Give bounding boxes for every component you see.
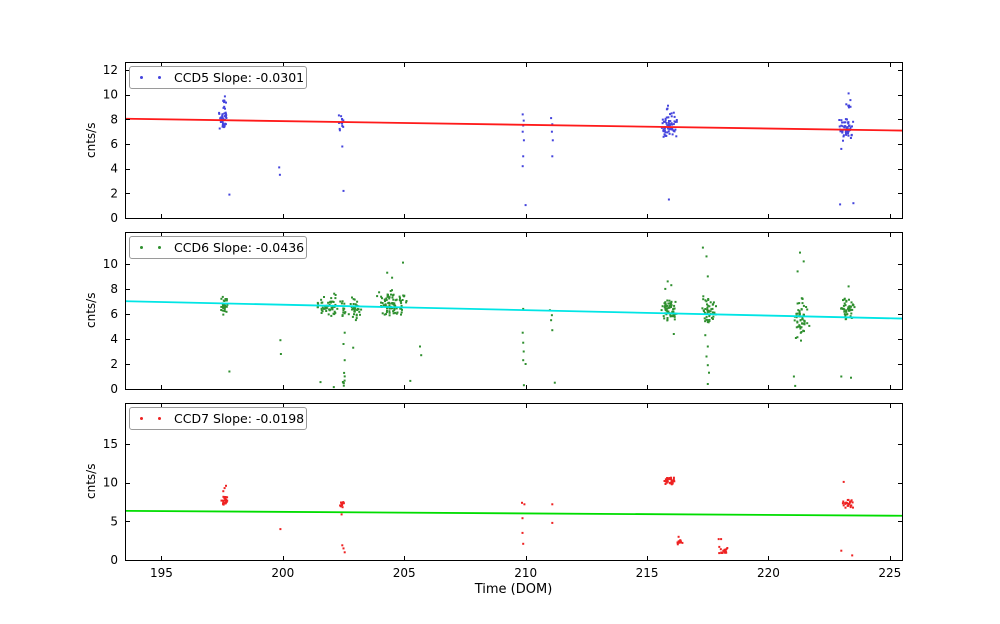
tick-marks [126, 233, 902, 390]
legend-marker-icon [158, 246, 161, 249]
subplot-ccd6: 0 2 4 6 8 10 [103, 232, 903, 396]
legend-ccd5: CCD5 Slope: -0.0301 [129, 66, 307, 89]
subplot-ccd7: 0 5 10 15 195 200 205 210 215 220 225 [103, 403, 903, 580]
svg-text:8: 8 [110, 112, 118, 126]
svg-text:8: 8 [110, 282, 118, 296]
legend-ccd6: CCD6 Slope: -0.0436 [129, 236, 307, 259]
svg-text:10: 10 [103, 257, 118, 271]
x-axis-label: Time (DOM) [474, 582, 553, 597]
svg-text:215: 215 [636, 566, 659, 580]
y-axis-label-ccd7: cnts/s [84, 463, 98, 499]
svg-text:5: 5 [110, 514, 118, 528]
ccd7-trend-line [124, 509, 903, 517]
legend-ccd7: CCD7 Slope: -0.0198 [129, 407, 307, 430]
legend-marker-icon [158, 417, 161, 420]
ccd6-scatter-points [220, 246, 856, 389]
y-tick-labels: 0 2 4 6 8 10 12 [103, 63, 118, 225]
legend-marker-icon [140, 417, 143, 420]
legend-marker-icon [140, 76, 143, 79]
svg-text:205: 205 [393, 566, 416, 580]
legend-label-ccd5: CCD5 Slope: -0.0301 [174, 70, 305, 85]
svg-text:210: 210 [514, 566, 537, 580]
svg-text:15: 15 [103, 437, 118, 451]
svg-text:4: 4 [110, 332, 118, 346]
svg-text:2: 2 [110, 357, 118, 371]
axes-frame [125, 403, 903, 561]
svg-text:12: 12 [103, 63, 118, 77]
axes-frame [125, 62, 903, 219]
legend-marker-icon [158, 76, 161, 79]
svg-text:6: 6 [110, 307, 118, 321]
y-tick-labels: 0 2 4 6 8 10 [103, 257, 118, 396]
svg-text:200: 200 [271, 566, 294, 580]
ccd5-scatter-points [218, 92, 855, 207]
x-tick-labels: 195 200 205 210 215 220 225 [150, 566, 901, 580]
svg-text:225: 225 [878, 566, 901, 580]
svg-text:10: 10 [103, 476, 118, 490]
subplot-ccd5: 0 2 4 6 8 10 12 [103, 62, 903, 225]
y-tick-labels: 0 5 10 15 [103, 437, 118, 567]
svg-text:195: 195 [150, 566, 173, 580]
ccd6-trend-line [124, 300, 903, 320]
ccd7-scatter-points [220, 476, 854, 557]
svg-text:0: 0 [110, 211, 118, 225]
svg-text:0: 0 [110, 382, 118, 396]
svg-text:0: 0 [110, 553, 118, 567]
svg-text:6: 6 [110, 137, 118, 151]
legend-marker-icon [140, 246, 143, 249]
axes-frame [125, 232, 903, 390]
svg-text:220: 220 [757, 566, 780, 580]
legend-label-ccd7: CCD7 Slope: -0.0198 [174, 411, 305, 426]
ccd5-trend-line [124, 117, 903, 132]
svg-text:2: 2 [110, 186, 118, 200]
svg-text:4: 4 [110, 162, 118, 176]
y-axis-label-ccd5: cnts/s [84, 122, 98, 158]
svg-text:10: 10 [103, 88, 118, 102]
tick-marks [126, 404, 902, 561]
legend-label-ccd6: CCD6 Slope: -0.0436 [174, 240, 305, 255]
y-axis-label-ccd6: cnts/s [84, 292, 98, 328]
